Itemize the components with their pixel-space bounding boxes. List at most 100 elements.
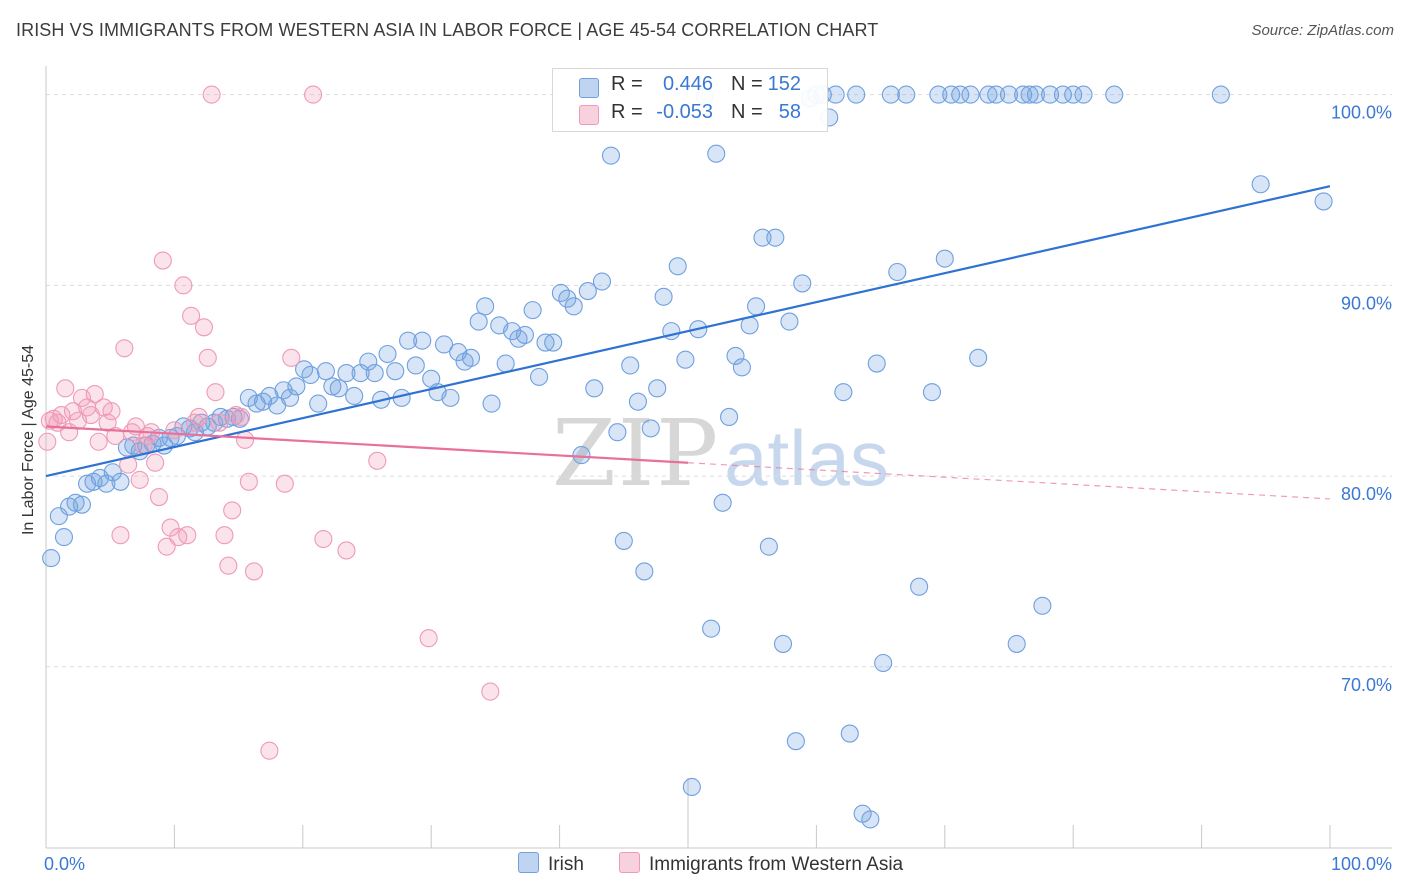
irish-point	[469, 312, 488, 331]
western-asia-point	[178, 526, 197, 545]
irish-point	[614, 531, 633, 550]
irish-point	[897, 85, 916, 104]
western-asia-point	[368, 451, 387, 470]
western-asia-point	[102, 402, 121, 421]
irish-point	[482, 394, 501, 413]
western-asia-point	[202, 85, 221, 104]
western-asia-point	[282, 348, 301, 367]
irish-point	[323, 377, 342, 396]
bottom-legend-label-western-asia: Immigrants from Western Asia	[649, 854, 904, 875]
western-asia-point	[223, 501, 242, 520]
irish-point	[585, 379, 604, 398]
irish-point	[572, 446, 591, 465]
irish-point	[515, 325, 534, 344]
irish-point	[461, 348, 481, 367]
western-asia-point	[194, 318, 213, 337]
western-asia-point	[56, 379, 75, 398]
irish-point	[668, 257, 687, 276]
irish-point	[786, 732, 805, 751]
western-asia-point	[111, 526, 130, 545]
y-tick-label: 80.0%	[1341, 484, 1392, 504]
irish-point	[111, 472, 130, 491]
western-asia-point	[219, 556, 238, 575]
western-asia-point	[169, 528, 188, 547]
irish-point	[1007, 634, 1026, 653]
irish-point	[793, 274, 812, 293]
source-label: Source: ZipAtlas.com	[1251, 22, 1394, 39]
irish-point	[558, 289, 577, 308]
western-asia-point	[481, 682, 500, 701]
irish-point	[365, 364, 384, 383]
irish-point	[840, 724, 859, 743]
irish-point	[496, 354, 515, 373]
irish-point	[316, 362, 335, 381]
irish-point	[753, 228, 772, 247]
western-asia-point	[337, 541, 356, 560]
irish-point	[759, 537, 778, 556]
irish-point	[641, 419, 660, 438]
irish-point	[780, 312, 799, 331]
irish-point	[399, 331, 418, 350]
irish-point	[1064, 85, 1083, 104]
irish-point	[874, 653, 893, 673]
irish-trend-line	[45, 185, 1331, 478]
western-asia-trend-extension	[687, 462, 1331, 500]
irish-point	[888, 262, 907, 282]
western-asia-point	[115, 339, 134, 358]
western-asia-point	[419, 629, 438, 648]
irish-point	[578, 282, 597, 301]
irish-point	[386, 362, 405, 381]
irish-point	[608, 423, 627, 442]
irish-point	[635, 562, 654, 581]
irish-point	[523, 301, 542, 320]
irish-point	[211, 407, 230, 426]
y-tick-label: 90.0%	[1341, 293, 1392, 313]
western-asia-point	[165, 421, 184, 440]
legend-swatch-western-asia	[579, 105, 599, 125]
legend-r-value-irish: 0.446	[662, 73, 713, 95]
western-asia-point	[232, 407, 251, 426]
western-asia-point	[89, 432, 108, 451]
irish-point	[564, 297, 583, 316]
irish-point	[309, 394, 328, 413]
western-asia-point	[38, 432, 57, 451]
x-tick-label: 100.0%	[1331, 854, 1392, 874]
irish-point	[345, 386, 364, 406]
irish-point	[773, 634, 793, 653]
irish-point	[378, 344, 397, 364]
legend-n-value-irish: 152	[767, 73, 801, 95]
irish-point	[826, 85, 845, 104]
western-asia-point	[244, 562, 264, 581]
irish-point	[66, 493, 85, 512]
irish-point	[337, 364, 356, 383]
irish-point	[287, 377, 306, 396]
y-tick-label: 70.0%	[1341, 675, 1392, 695]
irish-point	[544, 333, 563, 352]
irish-point	[434, 335, 454, 354]
irish-point	[413, 331, 432, 350]
western-asia-point	[239, 472, 258, 491]
irish-point	[732, 358, 751, 377]
irish-point	[1074, 85, 1093, 104]
irish-point	[72, 495, 92, 514]
bottom-legend-western-asia: Immigrants from Western Asia	[619, 852, 903, 876]
western-asia-point	[304, 85, 323, 104]
legend-n-label: N =	[731, 73, 763, 95]
legend-swatch-irish	[579, 78, 599, 98]
irish-point	[280, 388, 300, 407]
irish-point	[54, 528, 74, 547]
y-tick-label: 100.0%	[1331, 103, 1392, 123]
irish-point	[301, 365, 320, 385]
western-asia-point	[174, 276, 193, 295]
irish-point	[654, 287, 673, 306]
irish-point	[601, 146, 621, 165]
irish-point	[702, 619, 721, 638]
irish-point	[979, 85, 998, 104]
irish-point	[441, 388, 460, 407]
irish-point	[329, 379, 348, 398]
irish-point	[476, 297, 495, 316]
irish-point	[682, 777, 701, 797]
irish-point	[103, 463, 122, 482]
irish-point	[1251, 175, 1270, 194]
western-asia-point	[153, 251, 172, 270]
